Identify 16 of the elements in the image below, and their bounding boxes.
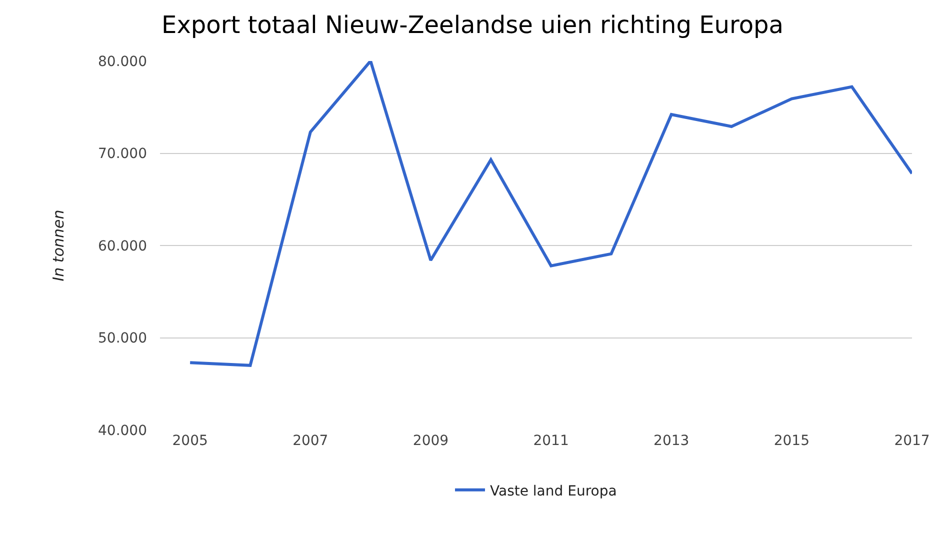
x-tick-label: 2013: [654, 433, 690, 449]
y-tick-label: 70.000: [98, 146, 147, 162]
x-tick-label: 2007: [292, 433, 328, 449]
y-axis-title: In tonnen: [49, 210, 68, 282]
line-series: [188, 61, 912, 367]
y-tick-label: 50.000: [98, 330, 147, 347]
x-tick-label: 2005: [172, 433, 208, 449]
x-tick-label: 2009: [412, 433, 449, 449]
x-tick-label: 2017: [894, 433, 930, 449]
x-tick-label: 2011: [533, 433, 569, 449]
legend-label: Vaste land Europa: [490, 483, 617, 500]
y-tick-label: 40.000: [98, 422, 147, 439]
y-tick-label: 60.000: [98, 238, 147, 254]
x-tick-label: 2015: [774, 433, 810, 449]
chart-title: Export totaal Nieuw-Zeelandse uien richting Europa: [162, 10, 784, 39]
y-tick-label: 80.000: [98, 54, 147, 70]
